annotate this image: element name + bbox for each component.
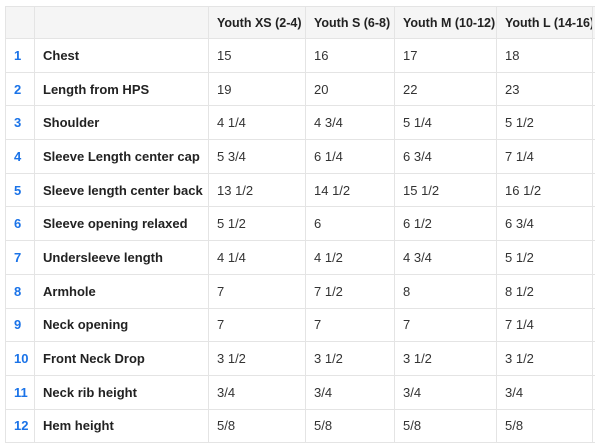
row-number[interactable]: 4 [5, 139, 35, 174]
measurement-value: 3 1/2 [496, 341, 593, 376]
column-header-extra [592, 6, 595, 39]
measurement-value: 4 1/2 [305, 240, 395, 275]
measurement-value: 7 [208, 273, 306, 309]
row-number[interactable]: 5 [5, 172, 35, 208]
measurement-value: 16 1/2 [496, 172, 593, 208]
column-header-youth-s[interactable]: Youth S (6-8) [305, 6, 395, 39]
measurement-value: 20 [305, 71, 395, 107]
extra-cell [592, 408, 595, 444]
measurement-value: 7 1/4 [496, 139, 593, 174]
measurement-name: Sleeve opening relaxed [34, 206, 209, 242]
measurement-name: Hem height [34, 408, 209, 444]
size-chart-table: Youth XS (2-4) Youth S (6-8) Youth M (10… [5, 6, 595, 444]
column-header-youth-xs[interactable]: Youth XS (2-4) [208, 6, 306, 39]
table-row: 2 Length from HPS 19 20 22 23 [5, 71, 595, 107]
measurement-name: Neck rib height [34, 374, 209, 410]
table-row: 7 Undersleeve length 4 1/4 4 1/2 4 3/4 5 1/2 [5, 240, 595, 275]
measurement-name: Undersleeve length [34, 240, 209, 275]
row-number[interactable]: 3 [5, 105, 35, 141]
measurement-value: 5 1/2 [208, 206, 306, 242]
measurement-value: 6 3/4 [496, 206, 593, 242]
measurement-value: 3 1/2 [305, 341, 395, 376]
table-header: Youth XS (2-4) Youth S (6-8) Youth M (10… [5, 6, 595, 39]
measurement-value: 5 1/2 [496, 240, 593, 275]
measurement-name: Length from HPS [34, 71, 209, 107]
table-row: 9 Neck opening 7 7 7 7 1/4 [5, 307, 595, 343]
table-body: 1 Chest 15 16 17 18 2 Length from HPS 19 20 22 23 3 S… [5, 38, 595, 444]
table-row: 6 Sleeve opening relaxed 5 1/2 6 6 1/2 6 3/4 [5, 206, 595, 242]
measurement-value: 17 [394, 38, 497, 73]
measurement-value: 8 [394, 273, 497, 309]
table-row: 3 Shoulder 4 1/4 4 3/4 5 1/4 5 1/2 [5, 105, 595, 141]
table-row: 4 Sleeve Length center cap 5 3/4 6 1/4 6 3/4… [5, 139, 595, 174]
measurement-value: 5/8 [305, 408, 395, 444]
measurement-value: 8 1/2 [496, 273, 593, 309]
measurement-value: 4 1/4 [208, 105, 306, 141]
measurement-value: 3/4 [394, 374, 497, 410]
measurement-value: 4 1/4 [208, 240, 306, 275]
measurement-name: Chest [34, 38, 209, 73]
column-header-youth-l[interactable]: Youth L (14-16) [496, 6, 593, 39]
measurement-value: 3/4 [208, 374, 306, 410]
table-row: 10 Front Neck Drop 3 1/2 3 1/2 3 1/2 3 1/2 [5, 341, 595, 376]
measurement-value: 4 3/4 [394, 240, 497, 275]
row-number[interactable]: 7 [5, 240, 35, 275]
measurement-value: 23 [496, 71, 593, 107]
header-measurement-cell [34, 6, 209, 39]
measurement-value: 4 3/4 [305, 105, 395, 141]
measurement-value: 5/8 [496, 408, 593, 444]
table-row: 11 Neck rib height 3/4 3/4 3/4 3/4 [5, 374, 595, 410]
measurement-name: Neck opening [34, 307, 209, 343]
measurement-value: 5/8 [208, 408, 306, 444]
row-number[interactable]: 12 [5, 408, 35, 444]
measurement-value: 5 1/4 [394, 105, 497, 141]
row-number[interactable]: 1 [5, 38, 35, 73]
measurement-value: 5 3/4 [208, 139, 306, 174]
row-number[interactable]: 10 [5, 341, 35, 376]
measurement-name: Sleeve Length center cap [34, 139, 209, 174]
header-corner-cell [5, 6, 35, 39]
measurement-value: 3/4 [496, 374, 593, 410]
measurement-value: 7 [305, 307, 395, 343]
measurement-value: 3 1/2 [208, 341, 306, 376]
measurement-value: 14 1/2 [305, 172, 395, 208]
measurement-name: Shoulder [34, 105, 209, 141]
measurement-value: 5 1/2 [496, 105, 593, 141]
measurement-value: 15 1/2 [394, 172, 497, 208]
column-header-youth-m[interactable]: Youth M (10-12) [394, 6, 497, 39]
measurement-value: 3 1/2 [394, 341, 497, 376]
measurement-value: 7 [394, 307, 497, 343]
measurement-value: 22 [394, 71, 497, 107]
measurement-value: 6 [305, 206, 395, 242]
measurement-name: Front Neck Drop [34, 341, 209, 376]
row-number[interactable]: 2 [5, 71, 35, 107]
header-row: Youth XS (2-4) Youth S (6-8) Youth M (10… [5, 6, 595, 39]
measurement-value: 15 [208, 38, 306, 73]
row-number[interactable]: 9 [5, 307, 35, 343]
measurement-value: 5/8 [394, 408, 497, 444]
measurement-value: 6 1/2 [394, 206, 497, 242]
measurement-name: Sleeve length center back [34, 172, 209, 208]
row-number[interactable]: 8 [5, 273, 35, 309]
row-number[interactable]: 11 [5, 374, 35, 410]
measurement-value: 6 3/4 [394, 139, 497, 174]
measurement-value: 6 1/4 [305, 139, 395, 174]
measurement-value: 18 [496, 38, 593, 73]
measurement-value: 16 [305, 38, 395, 73]
measurement-value: 7 1/2 [305, 273, 395, 309]
measurement-name: Armhole [34, 273, 209, 309]
measurement-value: 7 1/4 [496, 307, 593, 343]
measurement-value: 13 1/2 [208, 172, 306, 208]
row-number[interactable]: 6 [5, 206, 35, 242]
measurement-value: 3/4 [305, 374, 395, 410]
table-row: 8 Armhole 7 7 1/2 8 8 1/2 [5, 273, 595, 309]
measurement-value: 7 [208, 307, 306, 343]
table-row: 5 Sleeve length center back 13 1/2 14 1/2 15… [5, 172, 595, 208]
table-row: 12 Hem height 5/8 5/8 5/8 5/8 [5, 408, 595, 444]
size-chart-container: Youth XS (2-4) Youth S (6-8) Youth M (10… [5, 6, 595, 444]
table-row: 1 Chest 15 16 17 18 [5, 38, 595, 73]
measurement-value: 19 [208, 71, 306, 107]
